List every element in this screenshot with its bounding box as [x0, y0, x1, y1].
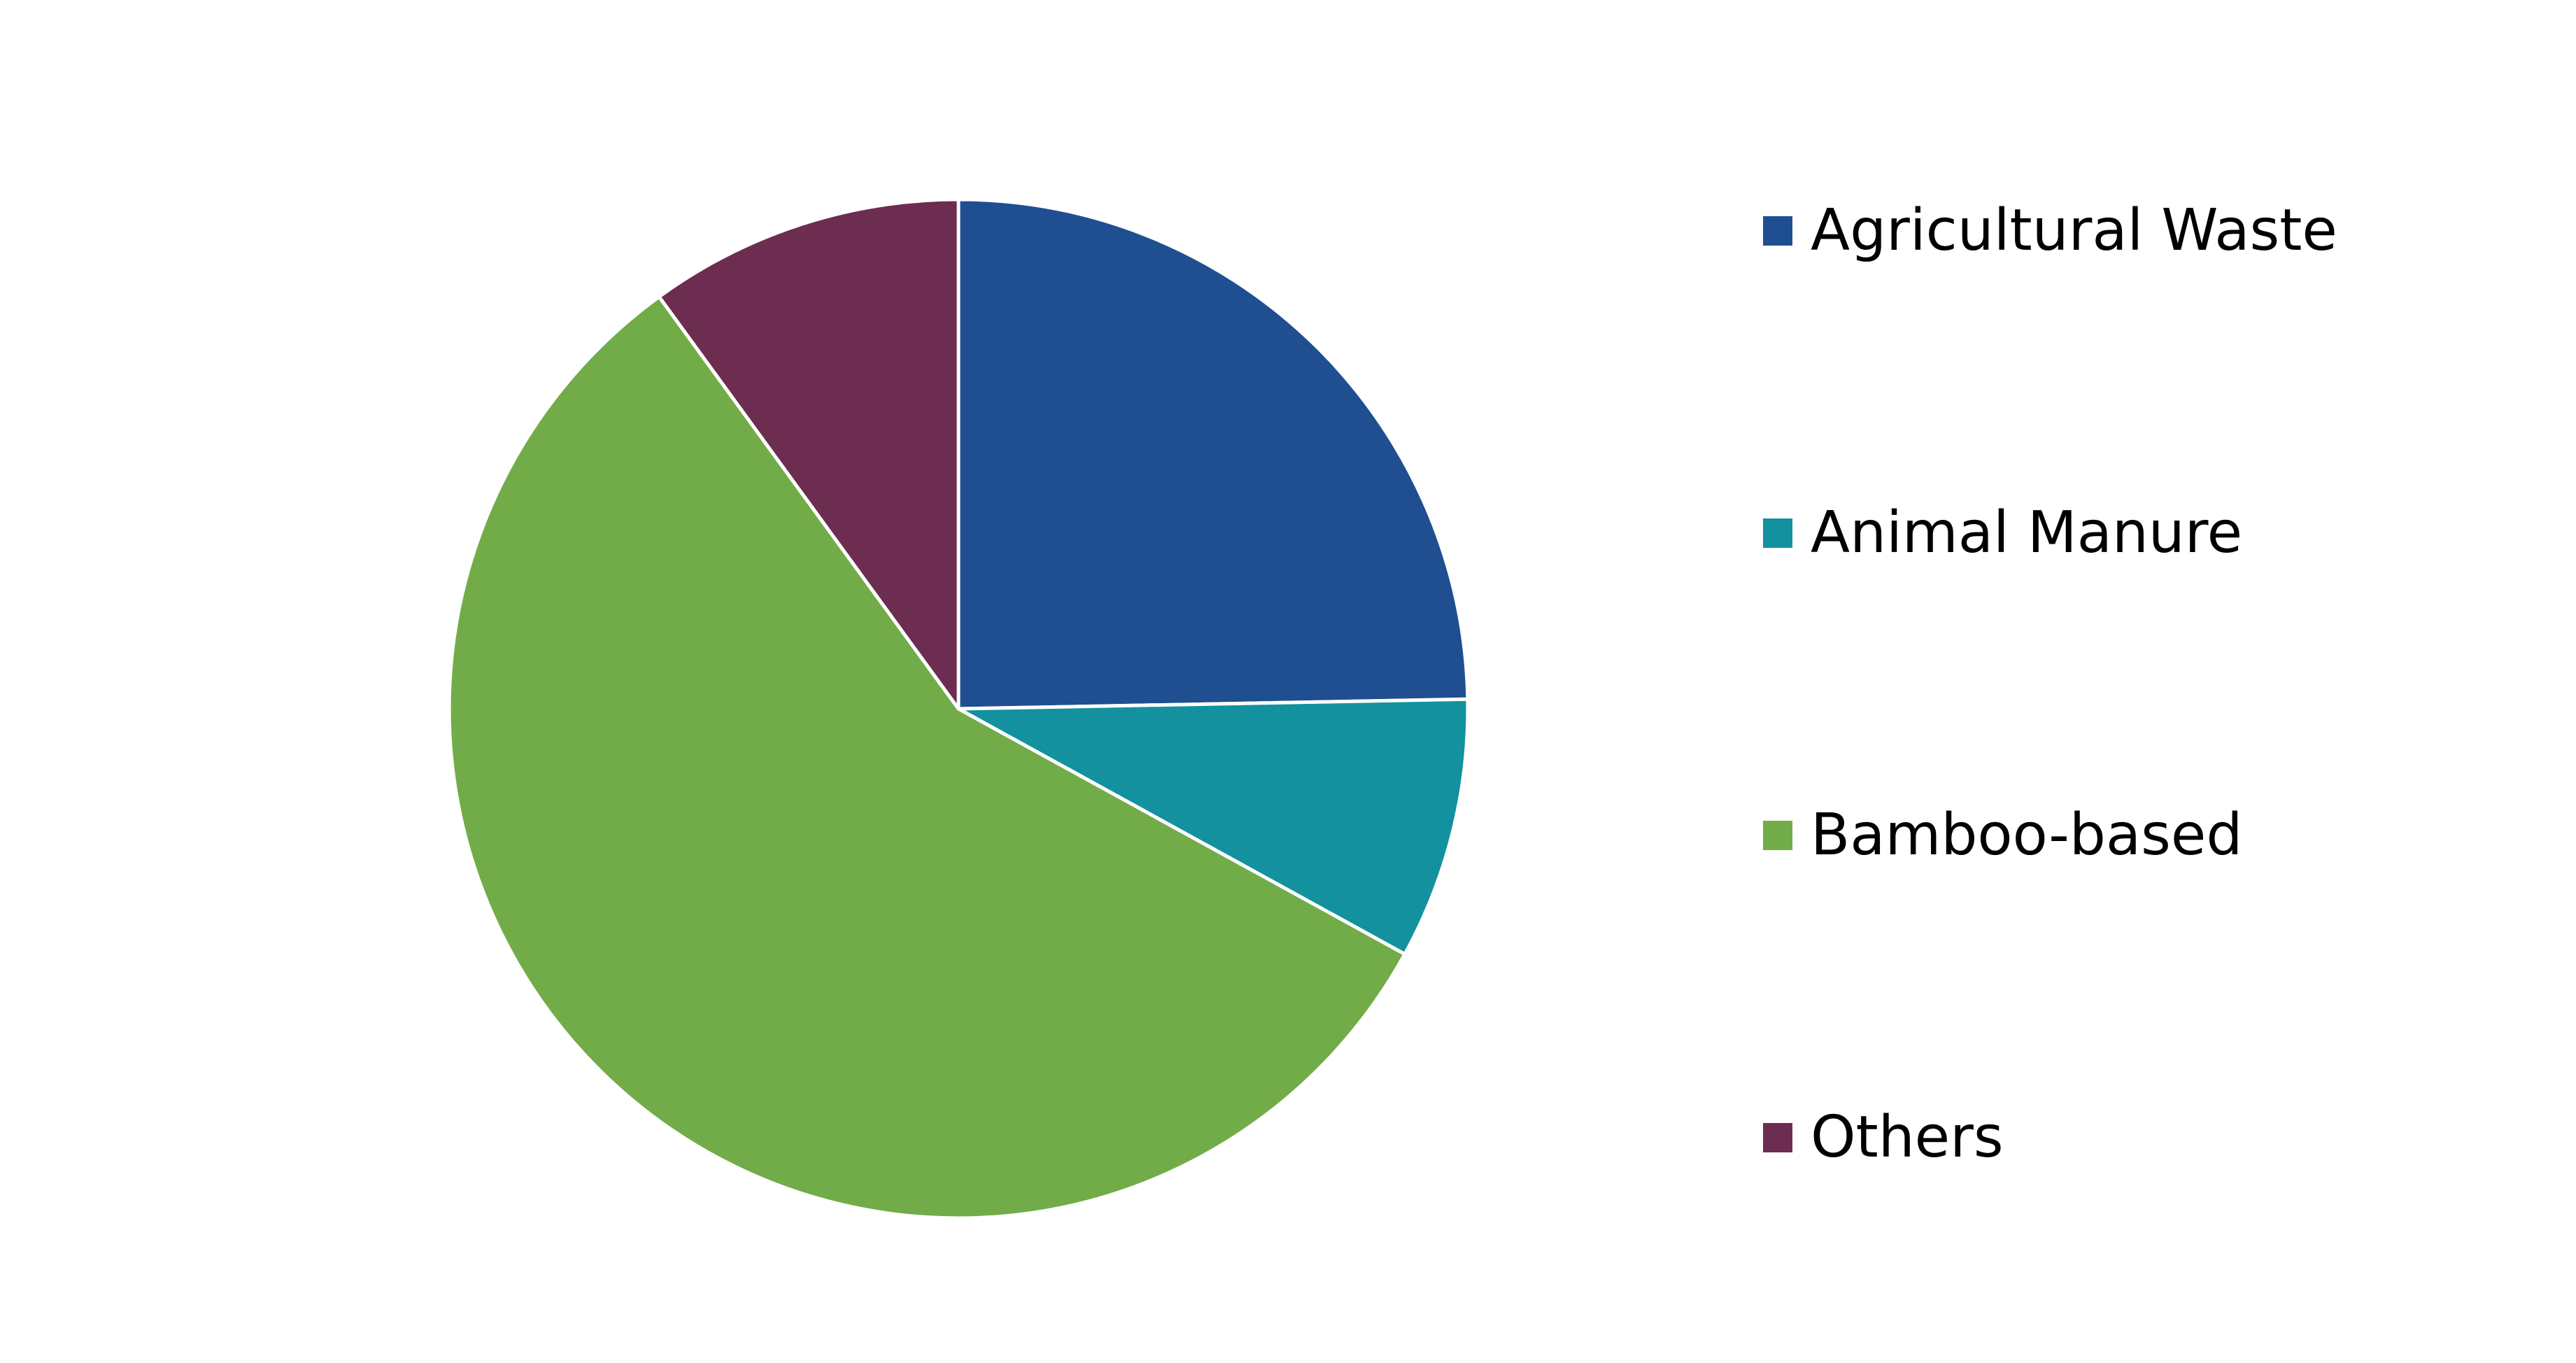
legend-label-animal-manure: Animal Manure [1811, 500, 2243, 566]
legend-item-bamboo-based: Bamboo-based [1763, 793, 2242, 877]
legend-swatch-animal-manure [1763, 518, 1792, 548]
pie-slice-agricultural-waste [956, 197, 1470, 711]
legend-label-agricultural-waste: Agricultural Waste [1811, 197, 2337, 264]
legend-swatch-agricultural-waste [1763, 216, 1792, 246]
legend-label-bamboo-based: Bamboo-based [1811, 802, 2243, 868]
legend-item-others: Others [1763, 1096, 2004, 1180]
pie-slice-others [657, 197, 961, 711]
legend-swatch-others [1763, 1123, 1792, 1152]
pie-slice-animal-manure [956, 697, 1470, 956]
legend-swatch-bamboo-based [1763, 821, 1792, 850]
legend-label-others: Others [1811, 1104, 2004, 1171]
legend-item-agricultural-waste: Agricultural Waste [1763, 189, 2337, 273]
pie-slice-bamboo-based [447, 295, 1407, 1220]
legend-item-animal-manure: Animal Manure [1763, 491, 2242, 575]
